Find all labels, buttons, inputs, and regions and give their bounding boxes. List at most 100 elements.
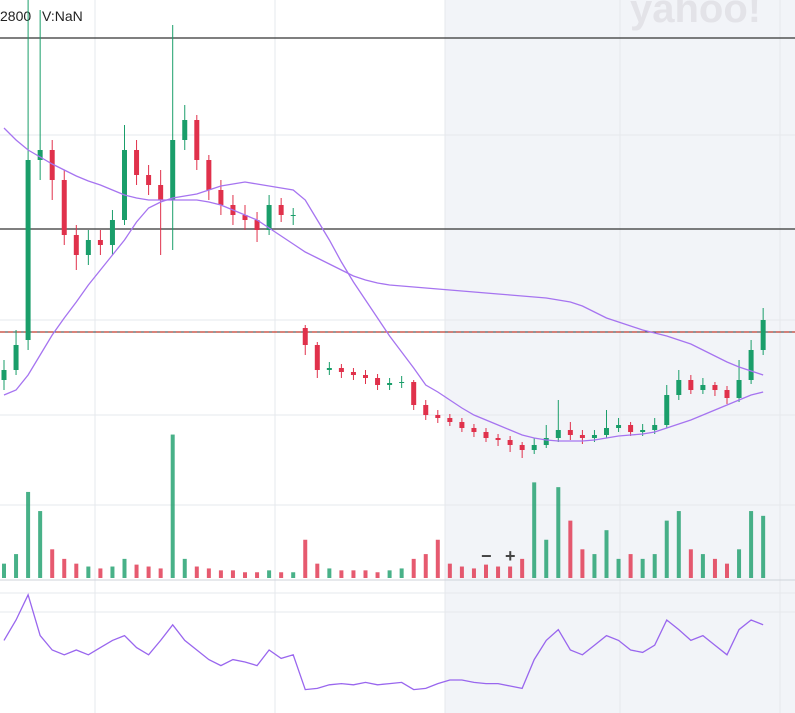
candle-body: [326, 368, 332, 370]
moving-average-line: [3, 127, 764, 376]
volume-bar: [592, 554, 597, 578]
candle-body: [206, 160, 212, 190]
volume-bar: [2, 563, 6, 578]
candle-body: [724, 390, 730, 398]
candle-body: [483, 432, 489, 438]
zoom-in-button[interactable]: +: [505, 546, 516, 566]
candle-body: [459, 422, 465, 428]
volume-bar: [411, 558, 416, 578]
volume-bar: [580, 549, 585, 578]
volume-bar: [182, 558, 187, 578]
candle-body: [664, 395, 670, 425]
volume-bar: [712, 558, 717, 578]
volume-bar: [761, 515, 766, 578]
volume-bar: [122, 558, 127, 578]
candle-body: [158, 185, 164, 200]
candle-body: [579, 435, 585, 438]
volume-bar: [230, 570, 235, 578]
volume-bar: [303, 539, 308, 578]
volume-bar: [315, 563, 320, 578]
candle-body: [182, 120, 188, 140]
rsi-line: [3, 592, 764, 691]
candle-body: [555, 430, 561, 438]
candle-body: [676, 380, 682, 395]
volume-bar: [544, 539, 549, 578]
volume-bar: [218, 570, 223, 578]
volume-bar: [243, 572, 247, 578]
volume-bar: [110, 566, 115, 578]
candle-body: [435, 415, 441, 418]
candle-body: [736, 380, 742, 398]
volume-bar: [484, 564, 488, 578]
candle-body: [73, 235, 79, 255]
volume-bar: [628, 554, 633, 578]
zoom-out-button[interactable]: −: [481, 546, 492, 566]
volume-bar: [520, 558, 525, 578]
candle-body: [194, 120, 200, 160]
candle-body: [567, 430, 573, 435]
candle-body: [266, 205, 272, 230]
candle-body: [85, 240, 91, 255]
candle-body: [338, 368, 344, 372]
candle-body: [748, 350, 754, 380]
volume-bar: [423, 554, 428, 578]
candle-body: [242, 215, 248, 220]
volume-bar: [568, 520, 573, 578]
volume-bar: [255, 572, 260, 578]
volume-bar: [604, 530, 609, 578]
volume-bar: [375, 572, 380, 578]
volume-bar: [327, 568, 332, 578]
volume-bar: [737, 549, 742, 578]
volume-bar: [749, 511, 754, 578]
volume-bar: [158, 568, 163, 578]
volume-bar: [339, 570, 344, 578]
moving-average-line: [3, 181, 764, 442]
volume-bar: [62, 558, 67, 578]
volume-bar: [170, 434, 175, 578]
volume-bar: [50, 549, 55, 578]
candle-body: [652, 425, 658, 430]
candle-body: [688, 380, 694, 390]
candle-body: [134, 150, 140, 175]
candle-body: [604, 428, 609, 435]
candle-body: [519, 445, 525, 450]
volume-bar: [496, 566, 501, 578]
volume-bar: [194, 566, 199, 578]
candle-body: [423, 405, 429, 415]
volume-bar: [38, 511, 43, 578]
candle-body: [290, 215, 296, 216]
candle-body: [700, 385, 706, 390]
volume-bar: [74, 563, 79, 578]
volume-bar: [508, 566, 513, 578]
volume-bar: [532, 482, 537, 578]
volume-bar: [676, 511, 681, 578]
volume-bar: [471, 568, 476, 578]
volume-bar: [459, 566, 464, 578]
candle-body: [760, 320, 766, 350]
volume-bar: [26, 491, 31, 578]
volume-bar: [86, 566, 91, 578]
candle-body: [495, 438, 501, 440]
volume-bar: [146, 566, 151, 578]
volume-bar: [447, 563, 452, 578]
candle-body: [314, 345, 320, 370]
volume-bar: [399, 568, 404, 578]
volume-bar: [387, 570, 392, 578]
candle-body: [628, 425, 634, 432]
candle-body: [13, 345, 19, 370]
candle-body: [616, 425, 622, 428]
volume-bar: [291, 572, 296, 578]
candle-body: [375, 378, 381, 385]
candle-body: [471, 428, 477, 432]
volume-bar: [206, 568, 211, 578]
price-label: 2800: [0, 8, 31, 24]
volume-bar: [664, 520, 669, 578]
volume-bar: [351, 570, 356, 578]
candle-body: [278, 205, 284, 215]
volume-bar: [640, 558, 645, 578]
volume-label: V:NaN: [42, 8, 83, 24]
candle-body: [218, 190, 224, 205]
